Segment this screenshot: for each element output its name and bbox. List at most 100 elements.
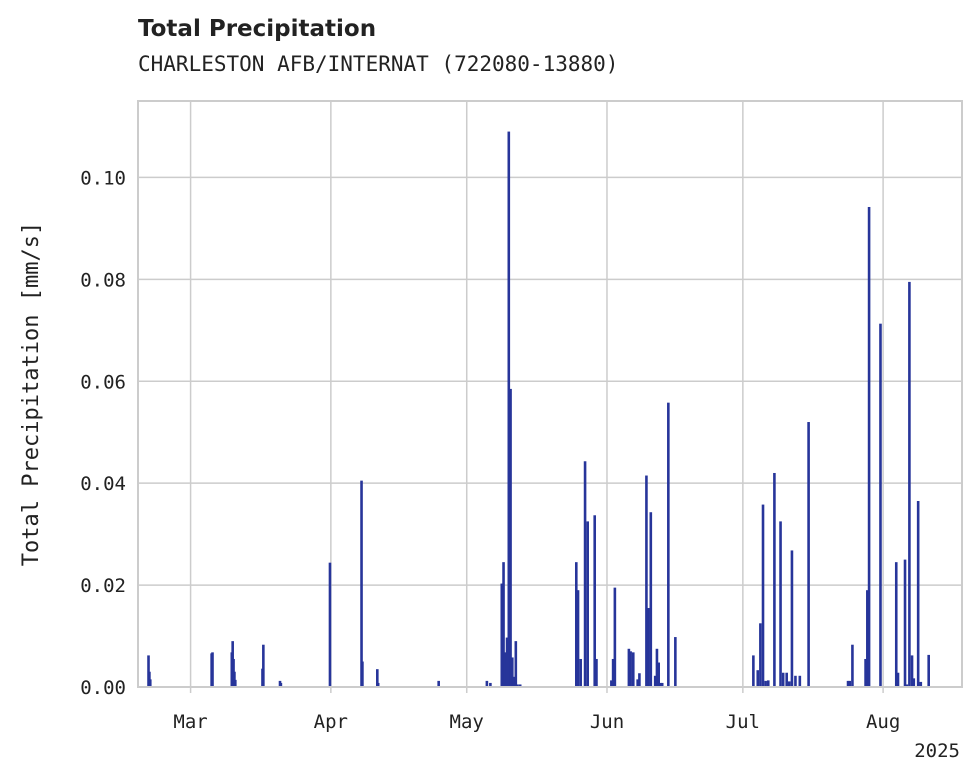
y-tick-label: 0.02: [80, 575, 126, 597]
precip-bar: [761, 504, 765, 687]
x-tick-label: Aug: [866, 711, 900, 733]
precip-bar: [846, 680, 850, 687]
precip-bar: [660, 682, 664, 687]
y-tick-label: 0.06: [80, 371, 126, 393]
precip-bar: [211, 652, 214, 687]
precip-bar: [376, 682, 380, 687]
precip-bar: [485, 680, 489, 687]
precip-bar: [574, 562, 578, 687]
precip-bar: [629, 651, 632, 687]
precip-bar: [773, 472, 776, 687]
precip-bar: [807, 422, 810, 687]
precip-bar: [674, 637, 677, 687]
precip-bar: [927, 654, 930, 687]
precip-bar: [376, 669, 379, 687]
precip-bar: [576, 590, 580, 687]
precip-bar: [507, 131, 511, 687]
precip-bar: [636, 679, 639, 687]
precip-bar: [595, 658, 598, 687]
precip-bar: [790, 550, 794, 687]
precip-bar: [583, 461, 587, 687]
x-axis: Mar Apr May Jun Jul Aug: [173, 687, 900, 733]
precip-bar: [759, 623, 762, 687]
precip-bar: [910, 655, 914, 687]
precip-bar: [512, 676, 516, 687]
precip-bar: [233, 671, 236, 687]
precip-bar: [361, 661, 364, 687]
precip-bar: [437, 680, 440, 687]
precip-bar: [511, 657, 514, 687]
x-axis-year-label: 2025: [914, 740, 960, 762]
precip-bar: [147, 655, 150, 687]
precip-bar: [611, 658, 615, 687]
precip-bar: [894, 562, 898, 687]
precip-bar: [631, 652, 635, 687]
precip-bar: [328, 562, 332, 687]
precip-bar: [514, 641, 518, 687]
precip-bar: [867, 206, 871, 687]
precip-bar: [903, 559, 907, 687]
precip-bar: [788, 681, 791, 687]
precip-bar: [794, 675, 797, 687]
precip-bar: [148, 679, 152, 687]
precip-bar: [649, 512, 653, 687]
x-tick-label: Jun: [590, 711, 624, 733]
chart-subtitle: CHARLESTON AFB/INTERNAT (722080-13880): [138, 52, 619, 76]
precip-bar: [502, 562, 505, 687]
precip-bar: [864, 658, 867, 687]
bar-series: [147, 131, 930, 687]
precip-bar: [659, 682, 662, 687]
precip-bar: [779, 521, 782, 687]
precip-bar: [752, 655, 755, 687]
precip-bar: [586, 521, 589, 687]
precip-bar: [489, 682, 492, 687]
precip-bar: [764, 680, 767, 687]
precip-bar: [785, 672, 788, 687]
precip-bar: [653, 675, 657, 687]
precip-bar: [638, 673, 641, 687]
precip-bar: [916, 501, 920, 687]
precip-bar: [503, 652, 507, 687]
precip-bar: [613, 587, 617, 687]
precip-bar: [627, 648, 631, 687]
precip-bar: [505, 637, 509, 687]
precip-bar: [500, 583, 504, 687]
x-tick-label: May: [450, 711, 484, 733]
precip-bar: [360, 480, 363, 687]
y-axis-label: Total Precipitation [mm/s]: [19, 222, 44, 566]
grid-lines: [138, 101, 962, 688]
precip-bar: [655, 648, 659, 687]
x-tick-label: Mar: [173, 711, 207, 733]
y-tick-label: 0.00: [80, 677, 126, 699]
precip-bar: [262, 644, 265, 687]
precip-bar: [896, 672, 900, 687]
precip-bar: [518, 684, 522, 687]
precip-bar: [781, 672, 785, 687]
precip-bar: [908, 281, 911, 687]
precip-bar: [593, 515, 597, 687]
precip-bar: [667, 402, 670, 687]
precip-bar: [657, 662, 660, 687]
precip-bar: [798, 675, 802, 687]
precip-bar: [646, 608, 650, 687]
x-tick-label: Apr: [314, 711, 348, 733]
precip-bar: [645, 475, 648, 687]
precip-bar: [516, 684, 519, 687]
precip-bar: [866, 590, 869, 687]
precip-bar: [610, 680, 613, 687]
precip-bar: [579, 658, 582, 687]
precip-bar: [848, 680, 852, 687]
x-tick-label: Jul: [726, 711, 760, 733]
precip-bar: [234, 679, 237, 687]
precip-bar: [851, 644, 854, 687]
precip-bar: [919, 681, 923, 687]
y-tick-label: 0.04: [80, 473, 126, 495]
chart-title: Total Precipitation: [138, 16, 377, 42]
y-tick-label: 0.08: [80, 269, 126, 291]
y-axis: 0.00 0.02 0.04 0.06 0.08 0.10: [80, 167, 126, 699]
precip-bar: [905, 684, 909, 687]
precip-bar: [766, 680, 770, 687]
y-tick-label: 0.10: [80, 167, 126, 189]
precip-bar: [879, 323, 882, 687]
